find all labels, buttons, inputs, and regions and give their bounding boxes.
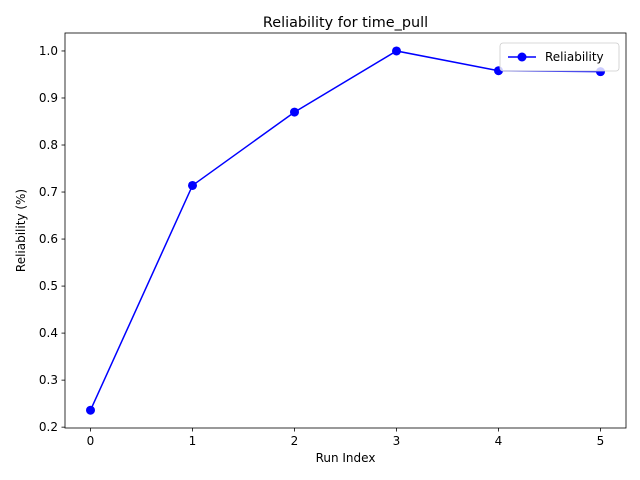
- x-tick-label: 4: [495, 434, 503, 448]
- x-tick-label: 1: [189, 434, 197, 448]
- legend-label: Reliability: [545, 50, 604, 64]
- plot-content: [86, 46, 605, 415]
- x-tick-label: 5: [597, 434, 605, 448]
- y-tick-label: 0.3: [39, 373, 58, 387]
- data-point: [188, 180, 197, 190]
- y-tick-label: 0.9: [39, 91, 58, 105]
- data-point: [290, 107, 299, 117]
- y-tick-label: 0.5: [39, 279, 58, 293]
- x-tick-label: 0: [87, 434, 95, 448]
- y-tick-label: 1.0: [39, 44, 58, 58]
- y-tick-label: 0.2: [39, 420, 58, 434]
- x-tick-label: 3: [393, 434, 401, 448]
- x-tick-label: 2: [291, 434, 299, 448]
- y-tick-label: 0.8: [39, 138, 58, 152]
- chart-title: Reliability for time_pull: [263, 15, 428, 31]
- plot-frame: [64, 32, 627, 429]
- legend-marker: [517, 52, 527, 62]
- data-point: [86, 405, 95, 415]
- y-tick-label: 0.7: [39, 185, 58, 199]
- x-axis-ticks: 0 1 2 3 4 5: [87, 428, 605, 448]
- data-point: [392, 46, 401, 56]
- series-line: [89, 50, 601, 411]
- y-tick-label: 0.4: [39, 326, 58, 340]
- y-tick-label: 0.6: [39, 232, 58, 246]
- legend-box: [499, 42, 620, 72]
- legend: Reliability: [499, 42, 620, 72]
- x-axis-label: Run Index: [316, 451, 376, 465]
- y-axis-ticks: 0.2 0.3 0.4 0.5 0.6 0.7 0.8 0.9 1.0: [39, 44, 65, 434]
- y-axis-label: Reliability (%): [14, 189, 28, 272]
